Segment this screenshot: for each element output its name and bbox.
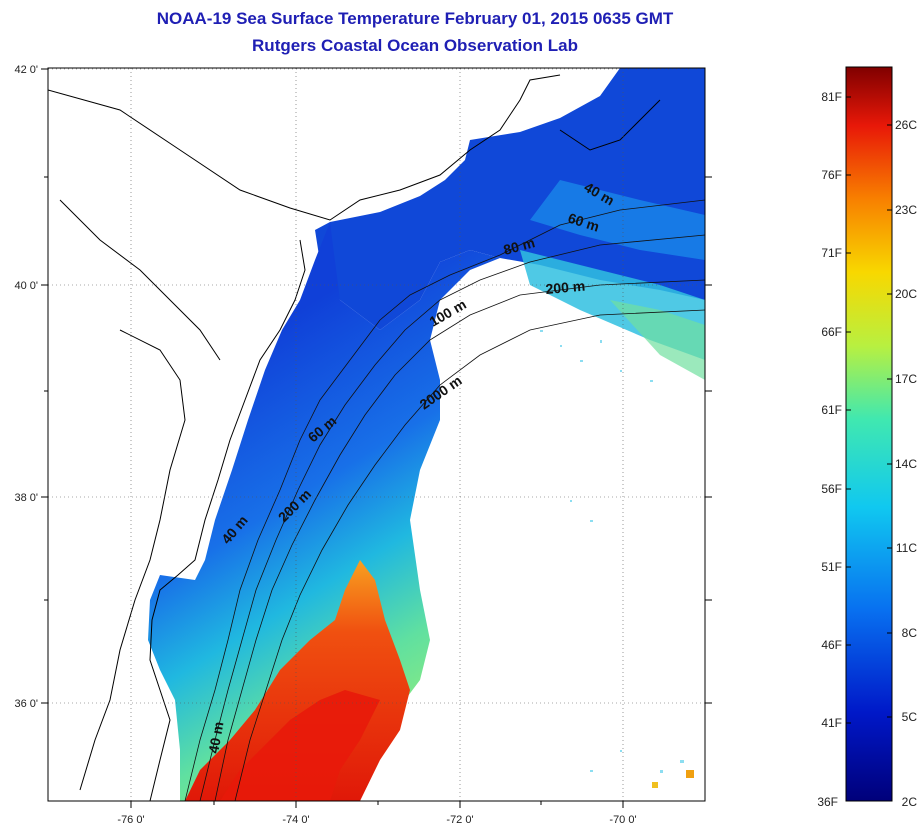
contour-label: 40 m: [205, 720, 226, 754]
colorbar-c-label: 17C: [895, 372, 917, 386]
lat-tick-label: 42 0': [14, 64, 38, 76]
lon-tick-label: -70 0': [609, 814, 636, 826]
colorbar-f-label: 66F: [821, 325, 842, 339]
colorbar-f-label: 41F: [821, 716, 842, 730]
lon-tick-label: -72 0': [446, 814, 473, 826]
colorbar-c-label: 14C: [895, 457, 917, 471]
sst-swath-north: [315, 68, 705, 330]
coastline: [48, 74, 661, 801]
lat-tick-label: 40 0': [14, 280, 38, 292]
map-subtitle: Rutgers Coastal Ocean Observation Lab: [252, 36, 578, 55]
colorbar-c-label: 26C: [895, 118, 917, 132]
colorbar-c-label: 20C: [895, 287, 917, 301]
colorbar-f-label: 81F: [821, 90, 842, 104]
lon-tick-label: -74 0': [282, 814, 309, 826]
lon-tick-label: -76 0': [117, 814, 144, 826]
colorbar-f-label: 61F: [821, 403, 842, 417]
colorbar-f-label: 71F: [821, 246, 842, 260]
colorbar-c-label: 5C: [902, 710, 918, 724]
colorbar-f-label: 46F: [821, 638, 842, 652]
contour-label: 200 m: [545, 278, 586, 297]
temperature-colorbar: 81F 76F 71F 66F 61F 56F 51F 46F 41F 36F …: [817, 66, 918, 809]
colorbar-c-label: 11C: [896, 541, 917, 555]
lat-tick-label: 36 0': [14, 698, 38, 710]
map-title: NOAA-19 Sea Surface Temperature February…: [156, 9, 674, 28]
graticule: [48, 68, 705, 801]
lat-tick-label: 38 0': [14, 492, 38, 504]
map-frame: [47, 67, 706, 802]
colorbar-f-label: 36F: [817, 795, 838, 809]
colorbar-f-label: 56F: [821, 482, 842, 496]
bathymetry-contours: [184, 199, 705, 801]
colorbar-f-label: 76F: [821, 168, 842, 182]
sst-swath-mid-atlantic: [148, 222, 500, 801]
colorbar-c-label: 23C: [895, 203, 917, 217]
colorbar-f-label: 51F: [821, 560, 842, 574]
colorbar-c-label: 8C: [902, 626, 918, 640]
map-plot-area: [48, 68, 705, 801]
colorbar-c-label: 2C: [902, 795, 918, 809]
contour-label: 80 m: [502, 234, 537, 258]
